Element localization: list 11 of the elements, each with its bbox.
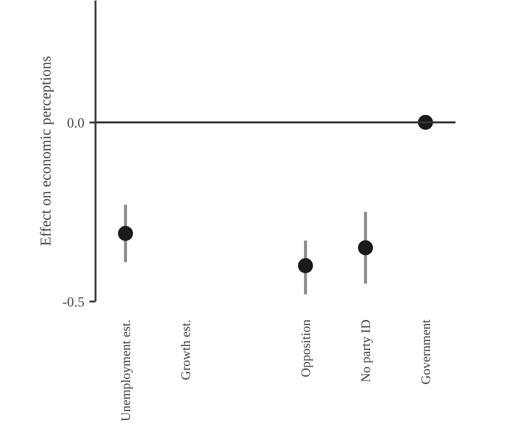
x-tick-label: Growth est. [178,319,193,380]
y-tick-label: 0.0 [67,116,84,132]
point [358,240,373,256]
y-axis-title: Effect on economic perceptions [38,56,54,246]
y-tick-label: -0.5 [62,296,85,310]
x-tick-label: Government [418,319,433,384]
point [118,226,133,241]
x-tick-label: No party ID [358,319,373,382]
x-tick-label: Opposition [298,319,313,378]
x-tick-label: Unemployment est. [118,319,133,422]
point [298,258,313,274]
